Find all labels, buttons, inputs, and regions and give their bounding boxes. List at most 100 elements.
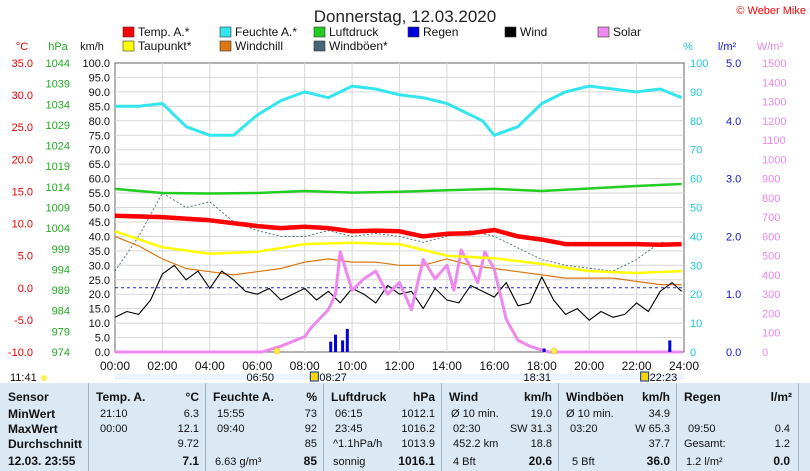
- temp-max-time: 00:00: [100, 423, 128, 435]
- gust-avg10-label: Ø 10 min.: [566, 408, 614, 420]
- wind-avg10-label: Ø 10 min.: [451, 408, 499, 420]
- axis-tick-temp_c: -10.0: [8, 347, 33, 359]
- gust-column: Windböen km/h Ø 10 min. 34.9 03:20 W 65.…: [558, 383, 676, 471]
- humidity-column: Feuchte A. % 15:55 73 09:40 92 85 6.63 g…: [205, 383, 323, 471]
- sun-marker-icon: [550, 347, 558, 355]
- hum-min-time: 15:55: [217, 408, 245, 420]
- axis-tick-rain_lm2: 4.0: [726, 116, 741, 128]
- chart-title: Donnerstag, 12.03.2020: [314, 7, 496, 26]
- legend-label: Regen: [423, 25, 458, 39]
- axis-tick-temp_c: 0.0: [18, 283, 33, 295]
- row-label-current: 12.03. 23:55: [8, 454, 76, 468]
- statistics-table: Sensor MinWert MaxWert Durchschnitt 12.0…: [0, 383, 810, 471]
- rain-column: Regen l/m² 09:50 0.4 Gesamt: 1.2 1.2 l/m…: [676, 383, 798, 471]
- rain-total-value: 1.2: [774, 438, 790, 450]
- legend-swatch: [122, 40, 135, 52]
- axis-tick-solar_wm2: 100: [762, 328, 780, 340]
- axis-tick-pressure_hpa: 1014: [46, 182, 70, 194]
- moon-time-label: 22:23: [650, 372, 678, 383]
- axis-label-rain_lm2: l/m²: [718, 41, 737, 53]
- axis-tick-solar_wm2: 400: [762, 270, 780, 282]
- axis-tick-solar_wm2: 900: [762, 174, 780, 186]
- weather-chart: Donnerstag, 12.03.2020 © Weber Mike Temp…: [8, 5, 806, 383]
- axis-tick-solar_wm2: 1000: [762, 154, 786, 166]
- pressure-column: Luftdruck hPa 06:15 1012.1 23:45 1016.2 …: [323, 383, 441, 471]
- x-tick-label: 04:00: [195, 359, 225, 373]
- axis-tick-wind_kmh: 25.0: [89, 275, 110, 287]
- x-tick-label: 02:00: [147, 359, 177, 373]
- press-trend: ^1.1hPa/h: [333, 438, 383, 450]
- axis-tick-wind_kmh: 10.0: [89, 318, 110, 330]
- wind-column: Wind km/h Ø 10 min. 19.0 02:30 SW 31.3 4…: [441, 383, 558, 471]
- temp-column: Temp. A. °C 21:10 6.3 00:00 12.1 9.72 7.…: [88, 383, 205, 471]
- legend-label: Windchill: [235, 39, 283, 53]
- legend-label: Solar: [613, 25, 641, 39]
- gust-avg10-value: 34.9: [648, 408, 670, 420]
- axis-tick-pressure_hpa: 994: [52, 264, 70, 276]
- row-label-min: MinWert: [8, 407, 56, 421]
- legend-label: Wind: [520, 25, 547, 39]
- axis-label-temp_c: °C: [16, 41, 28, 53]
- axis-tick-wind_kmh: 30.0: [89, 260, 110, 272]
- axis-tick-pressure_hpa: 974: [52, 347, 70, 359]
- press-max-time: 23:45: [335, 423, 363, 435]
- rain-unit: l/m²: [770, 390, 792, 404]
- axis-tick-humidity_pct: 30: [690, 260, 702, 272]
- hum-current-value: 85: [303, 454, 317, 468]
- axis-tick-humidity_pct: 90: [690, 87, 702, 99]
- rain-bar: [668, 340, 672, 352]
- x-tick-label: 16:00: [479, 359, 509, 373]
- axis-tick-rain_lm2: 1.0: [726, 289, 741, 301]
- axis-tick-pressure_hpa: 1024: [46, 141, 70, 153]
- legend-swatch: [407, 26, 420, 38]
- axis-tick-humidity_pct: 60: [690, 174, 702, 186]
- axis-tick-wind_kmh: 90.0: [89, 87, 110, 99]
- axis-tick-pressure_hpa: 999: [52, 244, 70, 256]
- axis-tick-solar_wm2: 500: [762, 251, 780, 263]
- sun-icon: [41, 375, 47, 381]
- rain-current-value: 0.0: [773, 454, 790, 468]
- rain-bar: [341, 340, 345, 352]
- axis-tick-wind_kmh: 5.0: [95, 333, 110, 345]
- axis-tick-wind_kmh: 60.0: [89, 174, 110, 186]
- row-labels-column: Sensor MinWert MaxWert Durchschnitt 12.0…: [0, 383, 88, 471]
- rain-header: Regen: [684, 390, 721, 404]
- axis-tick-rain_lm2: 5.0: [726, 58, 741, 70]
- legend-label: Temp. A.*: [138, 25, 190, 39]
- legend-swatch: [313, 40, 326, 52]
- axis-label-pressure_hpa: hPa: [48, 41, 68, 53]
- axis-label-humidity_pct: %: [683, 41, 693, 53]
- legend-swatch: [219, 40, 232, 52]
- rain-max-value: 0.4: [774, 423, 790, 435]
- axis-tick-wind_kmh: 70.0: [89, 145, 110, 157]
- press-header: Luftdruck: [331, 390, 387, 404]
- rain-bar: [334, 334, 337, 352]
- axis-tick-humidity_pct: 10: [690, 318, 702, 330]
- axis-tick-pressure_hpa: 989: [52, 285, 70, 297]
- wind-unit: km/h: [523, 390, 552, 404]
- hum-min-value: 73: [304, 408, 317, 420]
- rain-bar: [329, 341, 333, 352]
- axis-tick-solar_wm2: 1200: [762, 116, 786, 128]
- legend-swatch: [313, 26, 326, 38]
- press-min-value: 1012.1: [401, 408, 435, 420]
- hum-avg-value: 85: [304, 438, 317, 450]
- axis-tick-wind_kmh: 85.0: [89, 101, 110, 113]
- temp-unit: °C: [185, 390, 199, 404]
- copyright: © Weber Mike: [736, 5, 806, 17]
- legend-label: Windböen*: [329, 39, 388, 53]
- axis-tick-solar_wm2: 1500: [762, 58, 786, 70]
- rain-max-time: 09:50: [688, 423, 716, 435]
- rain-total-label: Gesamt:: [684, 438, 726, 450]
- sun-time-label: 06:50: [246, 372, 274, 383]
- wind-max-time: 02:30: [453, 423, 481, 435]
- sun-marker-icon: [273, 347, 281, 355]
- gust-beaufort: 5 Bft: [572, 456, 595, 468]
- axis-tick-rain_lm2: 3.0: [726, 174, 741, 186]
- legend-swatch: [597, 26, 610, 38]
- legend-swatch: [219, 26, 232, 38]
- legend-swatch: [504, 26, 517, 38]
- axis-tick-wind_kmh: 35.0: [89, 246, 110, 258]
- axis-tick-temp_c: -5.0: [14, 315, 33, 327]
